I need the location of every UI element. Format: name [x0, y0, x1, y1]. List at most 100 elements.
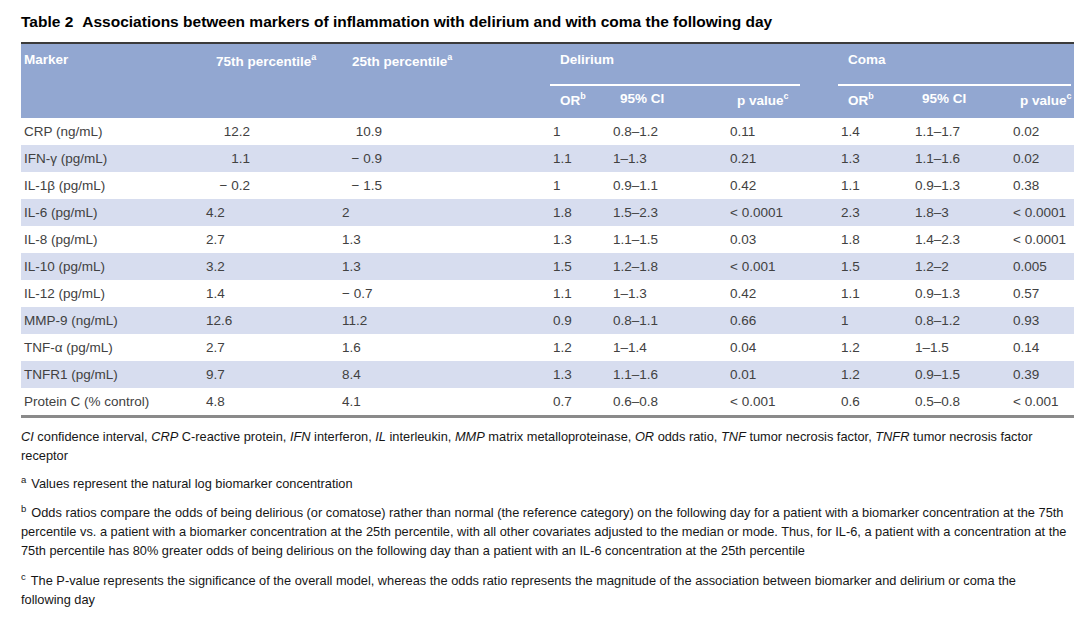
cell-delirium-pvalue: 0.01: [727, 367, 838, 382]
cell-coma-pvalue: < 0.0001: [1010, 205, 1074, 220]
cell-delirium-or: 1.2: [550, 340, 610, 355]
cell-75th-percentile: 4.2: [203, 205, 339, 220]
or-sup: b: [868, 91, 874, 101]
cell-75th-percentile: − 0.2: [203, 178, 339, 193]
cell-coma-pvalue: 0.57: [1010, 286, 1074, 301]
pvalue-sup: c: [784, 91, 789, 101]
cell-coma-ci: 1.4–2.3: [912, 232, 1010, 247]
cell-25th-percentile: 1.3: [339, 232, 550, 247]
abbreviation-note: CI confidence interval, CRP C-reactive p…: [21, 428, 1067, 465]
cell-coma-ci: 0.9–1.3: [912, 178, 1010, 193]
abbreviation-term: CI: [21, 429, 34, 444]
footnote-b-text: Odds ratios compare the odds of being de…: [21, 506, 1066, 558]
cell-marker: IL-8 (pg/mL): [21, 232, 203, 247]
cell-coma-or: 1.5: [838, 259, 912, 274]
cell-delirium-ci: 1.2–1.8: [610, 259, 727, 274]
cell-marker: Protein C (% control): [21, 394, 203, 409]
cell-marker: TNFR1 (pg/mL): [21, 367, 203, 382]
cell-75th-percentile: 2.7: [203, 340, 339, 355]
header-delirium-or: ORb: [550, 86, 610, 118]
cell-coma-or: 0.6: [838, 394, 912, 409]
cell-delirium-pvalue: 0.04: [727, 340, 838, 355]
cell-75th-percentile: 4.8: [203, 394, 339, 409]
cell-25th-percentile: 1.6: [339, 340, 550, 355]
cell-coma-ci: 0.8–1.2: [912, 313, 1010, 328]
cell-coma-ci: 1.2–2: [912, 259, 1010, 274]
cell-delirium-pvalue: < 0.001: [727, 394, 838, 409]
footnote-a: a Values represent the natural log biomar…: [21, 473, 1067, 494]
cell-marker: IFN-γ (pg/mL): [21, 151, 203, 166]
abbreviation-term: MMP: [455, 429, 485, 444]
table-row: CRP (ng/mL)12.210.910.8–1.20.111.41.1–1.…: [21, 118, 1074, 145]
cell-75th-percentile: 3.2: [203, 259, 339, 274]
cell-coma-pvalue: 0.38: [1010, 178, 1074, 193]
cell-coma-or: 1.3: [838, 151, 912, 166]
cell-delirium-or: 1: [550, 178, 610, 193]
table-row: MMP-9 (ng/mL)12.611.20.90.8–1.10.6610.8–…: [21, 307, 1074, 334]
table-number: Table 2: [21, 13, 73, 30]
table-title: Table 2Associations between markers of i…: [21, 13, 1080, 31]
cell-25th-percentile: 2: [339, 205, 550, 220]
cell-marker: IL-10 (pg/mL): [21, 259, 203, 274]
cell-coma-or: 1.1: [838, 286, 912, 301]
cell-delirium-pvalue: 0.11: [727, 124, 838, 139]
footnote-b: bOdds ratios compare the odds of being d…: [21, 502, 1067, 560]
cell-marker: IL-1β (pg/mL): [21, 178, 203, 193]
cell-coma-or: 1.2: [838, 340, 912, 355]
table-row: IL-12 (pg/mL)1.4− 0.71.11–1.30.421.10.9–…: [21, 280, 1074, 307]
abbreviation-term: CRP: [151, 429, 178, 444]
cell-coma-pvalue: 0.14: [1010, 340, 1074, 355]
or-sup: b: [580, 91, 586, 101]
cell-coma-ci: 1–1.5: [912, 340, 1010, 355]
footnote-a-text: Values represent the natural log biomark…: [31, 477, 352, 492]
abbreviation-term: OR: [635, 429, 654, 444]
cell-delirium-pvalue: 0.21: [727, 151, 838, 166]
table-row: IL-6 (pg/mL)4.221.81.5–2.3< 0.00012.31.8…: [21, 199, 1074, 226]
abbreviation-term: TNF: [721, 429, 746, 444]
cell-marker: TNF-α (pg/mL): [21, 340, 203, 355]
footnote-c-marker: c: [21, 571, 26, 582]
data-table: Marker 75th percentilea 25th percentilea…: [21, 42, 1074, 418]
cell-delirium-or: 1: [550, 124, 610, 139]
cell-coma-pvalue: 0.02: [1010, 151, 1074, 166]
cell-25th-percentile: − 0.7: [339, 286, 550, 301]
cell-25th-percentile: − 1.5: [339, 178, 550, 193]
cell-75th-percentile: 12.6: [203, 313, 339, 328]
cell-coma-or: 1.8: [838, 232, 912, 247]
cell-75th-percentile: 9.7: [203, 367, 339, 382]
cell-delirium-ci: 1–1.3: [610, 151, 727, 166]
cell-25th-percentile: − 0.9: [339, 151, 550, 166]
cell-delirium-pvalue: 0.03: [727, 232, 838, 247]
cell-delirium-ci: 0.6–0.8: [610, 394, 727, 409]
cell-coma-ci: 0.9–1.5: [912, 367, 1010, 382]
header-coma-pvalue: p valuec: [1010, 86, 1074, 118]
cell-25th-percentile: 8.4: [339, 367, 550, 382]
cell-delirium-ci: 1.1–1.6: [610, 367, 727, 382]
cell-coma-pvalue: 0.005: [1010, 259, 1074, 274]
pvalue-sup: c: [1067, 91, 1072, 101]
cell-marker: IL-6 (pg/mL): [21, 205, 203, 220]
table-body: CRP (ng/mL)12.210.910.8–1.20.111.41.1–1.…: [21, 118, 1074, 418]
cell-delirium-pvalue: 0.42: [727, 178, 838, 193]
cell-delirium-ci: 1–1.4: [610, 340, 727, 355]
table-row: TNF-α (pg/mL)2.71.61.21–1.40.041.21–1.50…: [21, 334, 1074, 361]
cell-delirium-ci: 1.1–1.5: [610, 232, 727, 247]
cell-coma-ci: 0.9–1.3: [912, 286, 1010, 301]
cell-coma-pvalue: 0.02: [1010, 124, 1074, 139]
table-row: Protein C (% control)4.84.10.70.6–0.8< 0…: [21, 388, 1074, 415]
abbreviation-term: IFN: [290, 429, 311, 444]
abbreviation-term: TNFR: [875, 429, 909, 444]
cell-delirium-or: 1.1: [550, 151, 610, 166]
cell-delirium-ci: 0.8–1.2: [610, 124, 727, 139]
header-delirium-pvalue: p valuec: [727, 86, 838, 118]
cell-coma-or: 2.3: [838, 205, 912, 220]
cell-coma-pvalue: < 0.0001: [1010, 232, 1074, 247]
or-label: OR: [848, 93, 868, 108]
pvalue-label: p value: [1020, 93, 1067, 108]
cell-delirium-or: 0.7: [550, 394, 610, 409]
cell-25th-percentile: 10.9: [339, 124, 550, 139]
cell-75th-percentile: 2.7: [203, 232, 339, 247]
footnote-a-marker: a: [21, 474, 26, 485]
header-coma-or: ORb: [838, 86, 912, 118]
cell-delirium-or: 1.3: [550, 367, 610, 382]
